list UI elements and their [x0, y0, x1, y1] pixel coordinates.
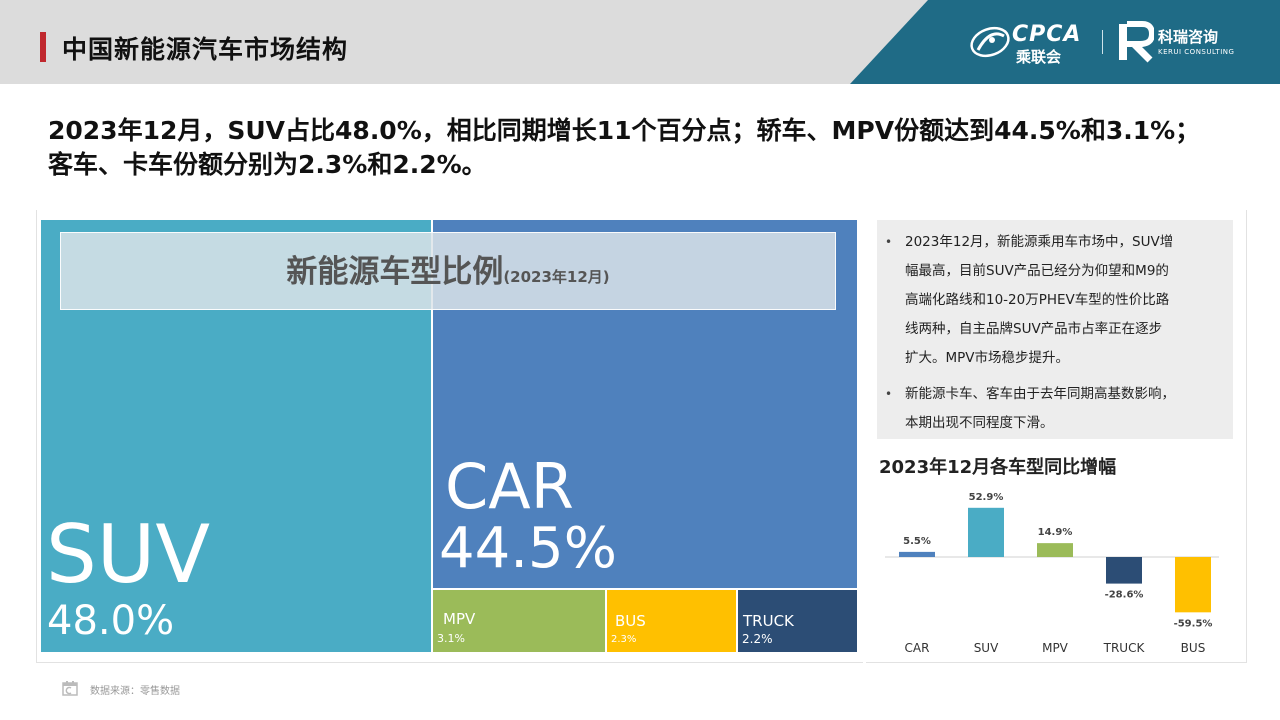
category-label-mpv: MPV: [1042, 641, 1069, 655]
bar-mpv: [1037, 543, 1073, 557]
note-line: 2023年12月，新能源乘用车市场中，SUV增: [905, 234, 1174, 250]
note-line: 线两种，自主品牌SUV产品市占率正在逐步: [905, 321, 1163, 337]
category-label-suv: SUV: [974, 641, 999, 655]
treemap-frame: [36, 210, 863, 663]
note-line: 本期出现不同程度下滑。: [905, 415, 1054, 431]
headline: 2023年12月，SUV占比48.0%，相比同期增长11个百分点；轿车、MPV份…: [48, 114, 1248, 182]
treemap-title-box: 新能源车型比例(2023年12月): [60, 232, 836, 310]
kerui-k-icon: [1119, 21, 1154, 63]
headline-line-1: 2023年12月，SUV占比48.0%，相比同期增长11个百分点；轿车、MPV份…: [48, 116, 1201, 145]
treemap-title: 新能源车型比例: [286, 254, 504, 290]
headline-line-2: 客车、卡车份额分别为2.3%和2.2%。: [48, 150, 487, 179]
data-source-note: 数据来源：零售数据: [90, 686, 180, 697]
cpca-logo-text: CPCA: [1012, 22, 1082, 47]
right-panel-frame: [866, 210, 1247, 663]
bar-bus: [1175, 557, 1211, 613]
note-line: 幅最高，目前SUV产品已经分为仰望和M9的: [905, 263, 1169, 279]
kerui-logo: 科瑞咨询 KERUI CONSULTING: [1116, 20, 1234, 64]
bullet-icon: •: [885, 387, 893, 401]
data-label-bus: -59.5%: [1174, 618, 1213, 629]
treemap-label-suv: SUV: [46, 508, 211, 601]
note-line: 新能源卡车、客车由于去年同期高基数影响，: [905, 386, 1175, 402]
category-label-bus: BUS: [1181, 641, 1206, 655]
note-item: • 新能源卡车、客车由于去年同期高基数影响， 本期出现不同程度下滑。: [885, 380, 1225, 438]
bar-car: [899, 551, 935, 557]
note-line: 扩大。MPV市场稳步提升。: [905, 350, 1070, 366]
header-teal-band: [850, 0, 1280, 84]
calendar-icon: [62, 681, 78, 696]
treemap-tile-truck: TRUCK 2.2%: [738, 590, 857, 652]
category-label-car: CAR: [905, 641, 930, 655]
bar-suv: [968, 507, 1004, 557]
treemap-label-bus: BUS: [615, 612, 646, 630]
treemap-value-bus: 2.3%: [611, 634, 637, 645]
cpca-emblem-icon: [970, 26, 1010, 58]
logo-divider: [1102, 30, 1103, 54]
treemap-value-suv: 48.0%: [47, 598, 175, 644]
data-label-truck: -28.6%: [1105, 590, 1144, 601]
bar-chart-title: 2023年12月各车型同比增幅: [879, 457, 1117, 478]
data-label-car: 5.5%: [903, 536, 931, 547]
treemap-label-truck: TRUCK: [743, 612, 794, 630]
treemap-label-mpv: MPV: [443, 610, 476, 628]
bar-truck: [1106, 557, 1142, 584]
treemap-value-mpv: 3.1%: [437, 632, 465, 645]
bullet-icon: •: [885, 235, 893, 249]
data-label-mpv: 14.9%: [1038, 527, 1073, 538]
cpca-logo: CPCA 乘联会: [968, 20, 1088, 66]
treemap-tile-mpv: MPV 3.1%: [433, 590, 605, 652]
treemap-value-truck: 2.2%: [742, 632, 773, 646]
category-label-truck: TRUCK: [1103, 641, 1146, 655]
data-label-suv: 52.9%: [969, 492, 1004, 503]
header-accent-bar: [40, 32, 46, 62]
cpca-logo-cn: 乘联会: [1016, 48, 1062, 66]
note-item: • 2023年12月，新能源乘用车市场中，SUV增 幅最高，目前SUV产品已经分…: [885, 228, 1225, 373]
yoy-growth-bar-chart: 5.5% CAR 52.9% SUV 14.9% MPV -28.6% TRUCK -59.5%…: [885, 492, 1219, 655]
treemap-tile-bus: BUS 2.3%: [607, 590, 736, 652]
page-title: 中国新能源汽车市场结构: [62, 35, 349, 64]
treemap-value-car: 44.5%: [439, 516, 617, 581]
kerui-logo-cn: 科瑞咨询: [1158, 28, 1219, 46]
treemap-subtitle: (2023年12月): [503, 268, 610, 286]
notes-box: • 2023年12月，新能源乘用车市场中，SUV增 幅最高，目前SUV产品已经分…: [877, 220, 1233, 439]
kerui-logo-en: KERUI CONSULTING: [1158, 48, 1235, 56]
treemap-label-car: CAR: [445, 450, 574, 523]
note-line: 高端化路线和10-20万PHEV车型的性价比路: [905, 292, 1170, 308]
